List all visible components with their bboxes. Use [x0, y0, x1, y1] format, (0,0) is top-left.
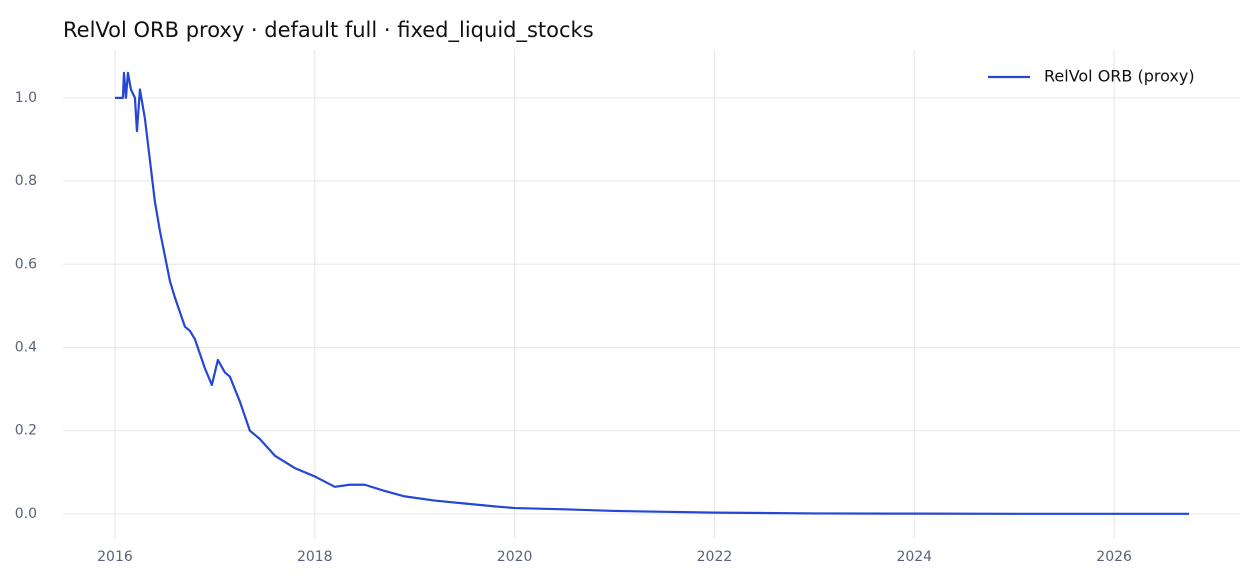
y-tick-label: 0.4 — [15, 339, 37, 355]
x-tick-label: 2026 — [1096, 549, 1132, 565]
y-tick-label: 0.8 — [15, 173, 37, 189]
x-tick-label: 2018 — [297, 549, 333, 565]
y-tick-label: 0.2 — [15, 423, 37, 439]
chart-title: RelVol ORB proxy · default full · fixed_… — [63, 18, 594, 43]
x-tick-label: 2022 — [697, 549, 733, 565]
data-line — [114, 71, 1190, 515]
x-tick-label: 2024 — [896, 549, 932, 565]
x-tick-label: 2020 — [497, 549, 533, 565]
y-tick-label: 1.0 — [15, 90, 37, 106]
y-tick-label: 0.0 — [15, 506, 37, 522]
y-tick-label: 0.6 — [15, 256, 37, 272]
legend-label: RelVol ORB (proxy) — [1044, 67, 1195, 86]
x-tick-label: 2016 — [97, 549, 133, 565]
